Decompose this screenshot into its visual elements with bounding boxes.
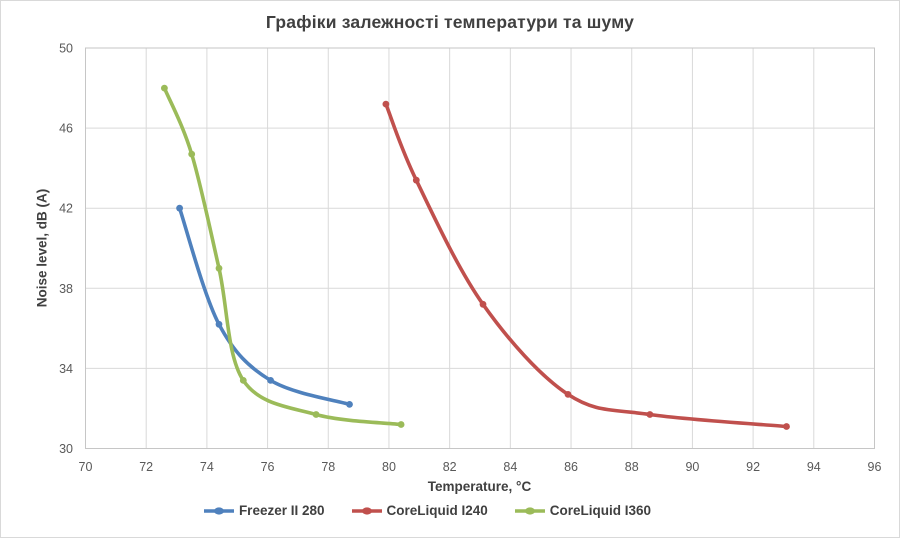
x-tick-label: 80 <box>382 460 396 474</box>
legend-swatch-line-marker-icon <box>351 506 382 515</box>
data-point-marker <box>783 423 790 430</box>
y-axis-title: Noise level, dB (A) <box>34 188 50 308</box>
data-point-marker <box>397 421 405 428</box>
data-point-marker <box>564 391 572 398</box>
x-tick-label: 88 <box>625 460 639 474</box>
y-tick-label: 38 <box>59 282 73 296</box>
x-tick-label: 94 <box>807 460 821 474</box>
legend-swatch-line-marker-icon <box>514 506 545 515</box>
x-tick-label: 70 <box>79 460 93 474</box>
y-tick-label: 30 <box>59 442 73 456</box>
data-point-marker <box>646 411 654 418</box>
y-tick-label: 50 <box>59 42 73 56</box>
x-tick-label: 76 <box>261 460 275 474</box>
legend-swatch-line-marker-icon <box>203 506 234 515</box>
x-tick-label: 78 <box>321 460 335 474</box>
x-tick-label: 82 <box>443 460 457 474</box>
data-point-marker <box>215 264 223 272</box>
legend-label: CoreLiquid I240 <box>386 503 488 518</box>
data-point-marker <box>161 84 168 92</box>
x-tick-label: 86 <box>564 460 578 474</box>
data-point-marker <box>382 100 390 108</box>
x-tick-label: 96 <box>868 460 882 474</box>
legend-label: CoreLiquid I360 <box>549 503 652 518</box>
x-tick-label: 74 <box>200 460 214 474</box>
legend-item-coreliquid-i360: CoreLiquid I360 <box>514 503 651 518</box>
series-line-0 <box>177 206 352 407</box>
data-point-marker <box>239 377 247 384</box>
data-point-marker <box>215 320 223 328</box>
data-point-marker <box>479 300 487 308</box>
data-point-marker <box>188 150 196 158</box>
y-tick-label: 46 <box>59 122 73 136</box>
x-axis-title: Temperature, °C <box>427 479 532 494</box>
y-tick-label: 42 <box>59 202 73 216</box>
data-point-marker <box>312 411 320 418</box>
chart-legend: Freezer II 280 CoreLiquid I240 CoreLiqui… <box>1 503 853 518</box>
x-tick-label: 84 <box>503 460 517 474</box>
data-point-marker <box>267 377 274 384</box>
series-line-2 <box>162 86 403 427</box>
x-tick-label: 72 <box>139 460 153 474</box>
y-tick-label: 34 <box>59 362 73 376</box>
legend-item-coreliquid-i240: CoreLiquid I240 <box>351 503 488 518</box>
legend-item-freezer-ii-280: Freezer II 280 <box>203 503 325 518</box>
legend-label: Freezer II 280 <box>238 503 325 518</box>
data-point-marker <box>176 204 184 212</box>
x-tick-label: 92 <box>746 460 760 474</box>
chart-title: Графіки залежності температури та шуму <box>265 12 635 32</box>
data-point-marker <box>412 176 420 184</box>
data-point-marker <box>346 401 353 408</box>
x-tick-label: 90 <box>685 460 699 474</box>
series-line-1 <box>384 102 789 429</box>
